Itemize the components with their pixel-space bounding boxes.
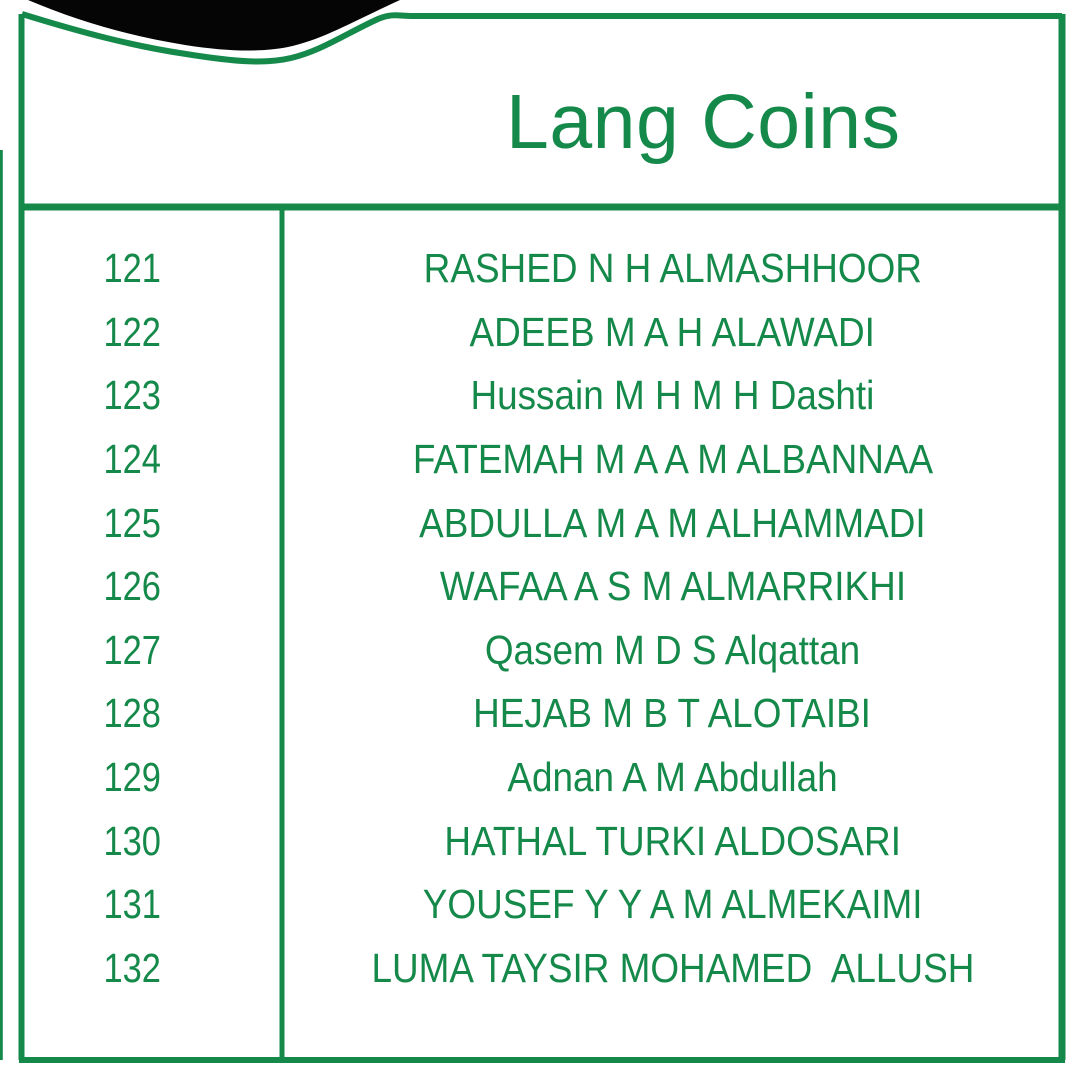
collar-notch-shape [28, 0, 400, 51]
table-row: 126 WAFAA A S M ALMARRIKHI [22, 555, 1062, 619]
frame-top-border [21, 11, 1062, 65]
row-name: Hussain M H M H Dashti [470, 372, 875, 419]
row-name: ABDULLA M A M ALHAMMADI [419, 499, 926, 546]
row-number: 121 [103, 245, 162, 292]
row-name: ADEEB M A H ALAWADI [469, 308, 876, 355]
row-number: 130 [103, 817, 162, 864]
row-number: 127 [103, 626, 162, 673]
row-number: 132 [103, 944, 162, 991]
table-row: 127 Qasem M D S Alqattan [22, 619, 1062, 683]
row-name: HEJAB M B T ALOTAIBI [473, 690, 872, 737]
row-name: YOUSEF Y Y A M ALMEKAIMI [422, 881, 923, 928]
row-number: 123 [103, 372, 162, 419]
roster-table: 121 RASHED N H ALMASHHOOR 122 ADEEB M A H A… [22, 210, 1062, 1060]
table-row: 131 YOUSEF Y Y A M ALMEKAIMI [22, 873, 1062, 937]
page-title: Lang Coins [506, 79, 901, 165]
table-row: 124 FATEMAH M A A M ALBANNAA [22, 428, 1062, 492]
row-number: 122 [103, 308, 162, 355]
row-name: RASHED N H ALMASHHOOR [423, 245, 922, 292]
row-name: WAFAA A S M ALMARRIKHI [439, 563, 906, 610]
row-number: 125 [103, 499, 162, 546]
table-row: 123 Hussain M H M H Dashti [22, 364, 1062, 428]
row-name: FATEMAH M A A M ALBANNAA [412, 436, 933, 483]
row-number: 128 [103, 690, 162, 737]
table-row: 130 HATHAL TURKI ALDOSARI [22, 809, 1062, 873]
row-name: Qasem M D S Alqattan [484, 626, 861, 673]
row-number: 126 [103, 563, 162, 610]
table-row: 121 RASHED N H ALMASHHOOR [22, 237, 1062, 301]
row-name: LUMA TAYSIR MOHAMED ALLUSH [371, 944, 974, 991]
row-name: HATHAL TURKI ALDOSARI [444, 817, 901, 864]
row-number: 131 [103, 881, 162, 928]
table-row: 132 LUMA TAYSIR MOHAMED ALLUSH [22, 937, 1062, 1001]
row-number: 129 [103, 754, 162, 801]
table-row: 129 Adnan A M Abdullah [22, 746, 1062, 810]
row-name: Adnan A M Abdullah [507, 754, 838, 801]
row-number: 124 [103, 436, 162, 483]
table-row: 128 HEJAB M B T ALOTAIBI [22, 682, 1062, 746]
table-row: 125 ABDULLA M A M ALHAMMADI [22, 491, 1062, 555]
table-row: 122 ADEEB M A H ALAWADI [22, 301, 1062, 365]
